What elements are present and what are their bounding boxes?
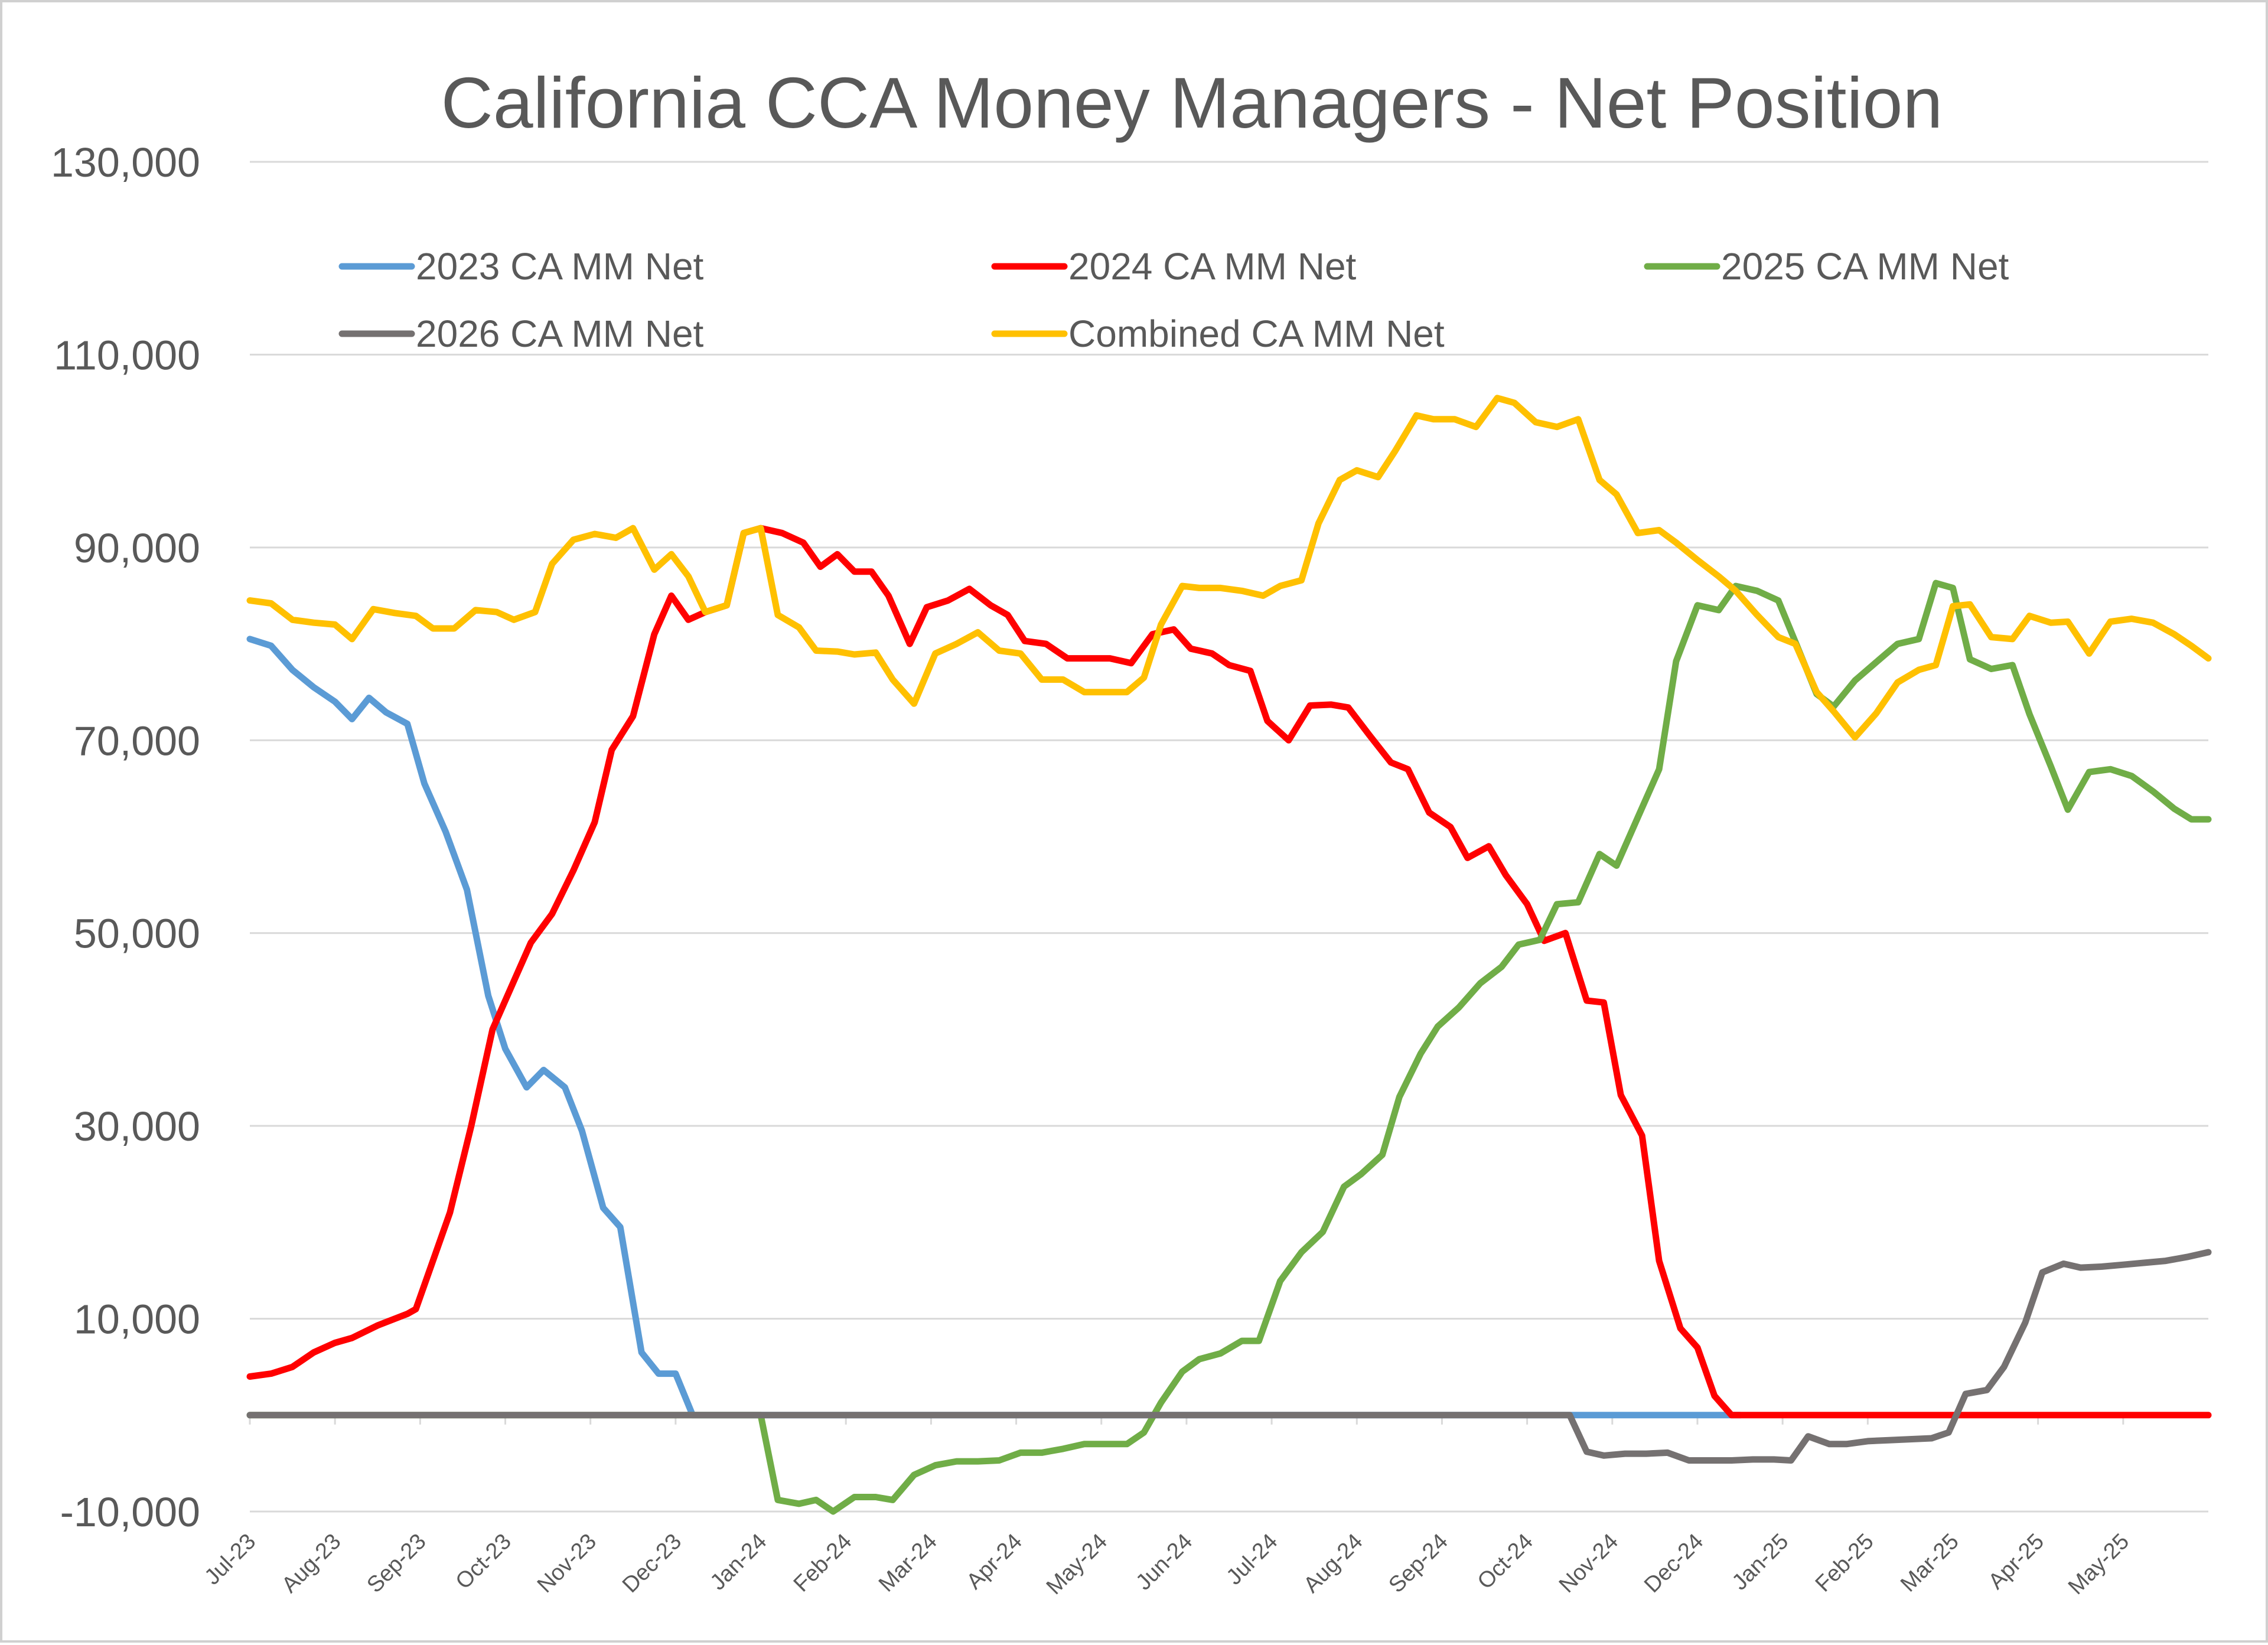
series-line-2025-ca-mm-net	[246, 579, 2212, 1515]
y-tick-label: 30,000	[74, 1103, 200, 1149]
y-tick-label: 70,000	[74, 718, 200, 764]
y-tick-label: 130,000	[51, 139, 200, 185]
y-tick-label: -10,000	[60, 1489, 200, 1535]
series-line-2023-ca-mm-net	[246, 636, 1744, 1419]
x-tick-label: Apr-24	[962, 1529, 1027, 1594]
x-tick-label: Feb-25	[1811, 1529, 1879, 1597]
series-lines	[246, 395, 2212, 1515]
gridlines	[250, 161, 2208, 1513]
legend: 2023 CA MM Net 2024 CA MM Net 2025 CA MM N…	[338, 245, 2009, 355]
x-tick-label: Oct-24	[1473, 1529, 1538, 1594]
x-tick-label: Jul-23	[200, 1529, 260, 1590]
series-line-2024-ca-mm-net	[246, 525, 2212, 1419]
x-tick-label: Oct-23	[451, 1529, 516, 1594]
y-tick-label: 110,000	[54, 332, 200, 378]
x-tick-label: Sep-24	[1384, 1529, 1452, 1598]
x-tick-label: Dec-24	[1640, 1529, 1708, 1598]
x-axis: Jul-23 Aug-23 Sep-23 Oct-23 Nov-23 Dec-23 Jan-…	[200, 1414, 2208, 1600]
x-tick-label: Aug-24	[1299, 1529, 1367, 1598]
x-tick-label: Mar-24	[874, 1529, 942, 1597]
legend-entry: 2025 CA MM Net	[1721, 245, 2009, 288]
y-tick-label: 90,000	[74, 525, 200, 571]
y-tick-label: 10,000	[74, 1297, 200, 1343]
x-tick-label: Jul-24	[1222, 1529, 1283, 1590]
x-tick-label: Nov-23	[533, 1529, 601, 1598]
x-tick-label: Jan-25	[1728, 1529, 1794, 1595]
x-tick-label: Nov-24	[1555, 1529, 1623, 1598]
x-tick-label: Jun-24	[1131, 1529, 1197, 1595]
x-tick-label: May-25	[2064, 1529, 2134, 1600]
x-tick-label: Dec-23	[618, 1529, 686, 1598]
x-tick-label: Aug-23	[277, 1529, 346, 1598]
legend-entry: Combined CA MM Net	[1068, 312, 1445, 355]
x-tick-label: Feb-24	[789, 1529, 857, 1597]
x-tick-label: Jan-24	[706, 1529, 772, 1595]
x-tick-label: Sep-23	[362, 1529, 431, 1598]
y-tick-label: 50,000	[74, 911, 200, 957]
x-tick-label: Apr-25	[1984, 1529, 2049, 1594]
chart-title: California CCA Money Managers - Net Posi…	[441, 63, 1943, 143]
x-tick-label: Mar-25	[1896, 1529, 1964, 1597]
legend-entry: 2026 CA MM Net	[416, 312, 704, 355]
series-line-combined-ca-mm-net	[246, 395, 2212, 741]
legend-entry: 2023 CA MM Net	[416, 245, 704, 288]
y-axis-tick-labels: -10,000 10,000 30,000 50,000 70,000 90,000 110…	[51, 139, 200, 1535]
series-line-2026-ca-mm-net	[246, 1249, 2212, 1464]
legend-entry: 2024 CA MM Net	[1068, 245, 1357, 288]
x-tick-label: May-24	[1042, 1529, 1112, 1600]
